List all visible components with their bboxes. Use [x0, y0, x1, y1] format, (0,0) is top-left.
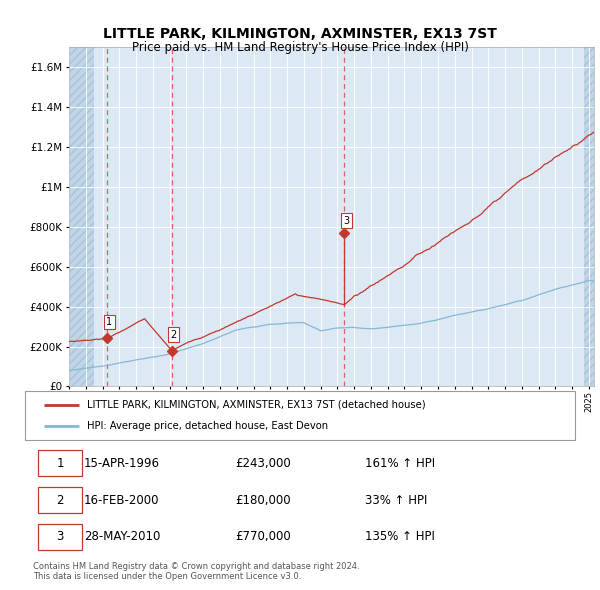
Text: 3: 3 — [56, 530, 64, 543]
Text: LITTLE PARK, KILMINGTON, AXMINSTER, EX13 7ST: LITTLE PARK, KILMINGTON, AXMINSTER, EX13… — [103, 27, 497, 41]
Text: 2: 2 — [56, 493, 64, 507]
Text: HPI: Average price, detached house, East Devon: HPI: Average price, detached house, East… — [86, 421, 328, 431]
Text: 135% ↑ HPI: 135% ↑ HPI — [365, 530, 434, 543]
Text: 15-APR-1996: 15-APR-1996 — [84, 457, 160, 470]
Text: 28-MAY-2010: 28-MAY-2010 — [84, 530, 160, 543]
Text: 3: 3 — [343, 216, 349, 226]
FancyBboxPatch shape — [38, 487, 82, 513]
Text: 16-FEB-2000: 16-FEB-2000 — [84, 493, 160, 507]
Text: 161% ↑ HPI: 161% ↑ HPI — [365, 457, 435, 470]
FancyBboxPatch shape — [38, 523, 82, 550]
Text: £770,000: £770,000 — [235, 530, 291, 543]
Bar — [584, 47, 594, 386]
Text: Price paid vs. HM Land Registry's House Price Index (HPI): Price paid vs. HM Land Registry's House … — [131, 41, 469, 54]
Text: 2: 2 — [170, 330, 177, 340]
Text: £243,000: £243,000 — [235, 457, 291, 470]
FancyBboxPatch shape — [25, 391, 575, 440]
Text: LITTLE PARK, KILMINGTON, AXMINSTER, EX13 7ST (detached house): LITTLE PARK, KILMINGTON, AXMINSTER, EX13… — [86, 399, 425, 409]
Bar — [69, 47, 94, 386]
Text: 1: 1 — [106, 317, 112, 327]
FancyBboxPatch shape — [38, 450, 82, 477]
Text: 1: 1 — [56, 457, 64, 470]
Bar — [69, 47, 94, 386]
Text: £180,000: £180,000 — [235, 493, 291, 507]
Bar — [584, 47, 594, 386]
Text: Contains HM Land Registry data © Crown copyright and database right 2024.
This d: Contains HM Land Registry data © Crown c… — [33, 562, 359, 581]
Text: 33% ↑ HPI: 33% ↑ HPI — [365, 493, 427, 507]
